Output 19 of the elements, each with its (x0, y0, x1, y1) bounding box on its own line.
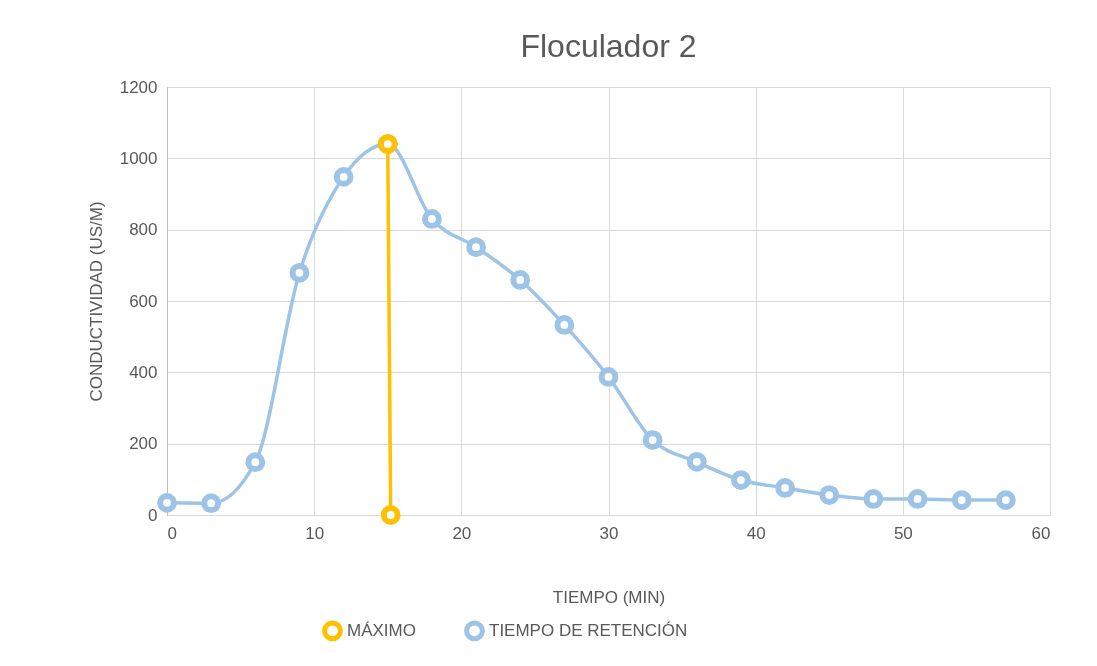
x-tick-label: 10 (305, 523, 325, 543)
y-axis-title: CONDUCTIVIDAD (US/M) (86, 201, 106, 402)
legend-label: TIEMPO DE RETENCIÓN (489, 620, 688, 640)
y-tick-label: 1200 (119, 77, 158, 97)
y-tick-label: 400 (129, 362, 158, 382)
x-tick-label: 0 (167, 523, 177, 543)
y-tick-label: 600 (129, 291, 158, 311)
x-tick-label: 20 (452, 523, 472, 543)
x-axis-title: TIEMPO (MIN) (552, 587, 666, 607)
y-tick-label: 1000 (119, 148, 158, 168)
y-tick-label: 800 (129, 220, 158, 240)
x-tick-label: 30 (599, 523, 619, 543)
y-tick-label: 200 (129, 434, 158, 454)
x-tick-label: 60 (1031, 523, 1051, 543)
chart-title: Floculador 2 (520, 28, 697, 64)
x-tick-label: 50 (893, 523, 913, 543)
y-tick-label: 0 (148, 505, 158, 525)
legend-label: MÁXIMO (347, 620, 416, 640)
x-tick-label: 40 (746, 523, 766, 543)
